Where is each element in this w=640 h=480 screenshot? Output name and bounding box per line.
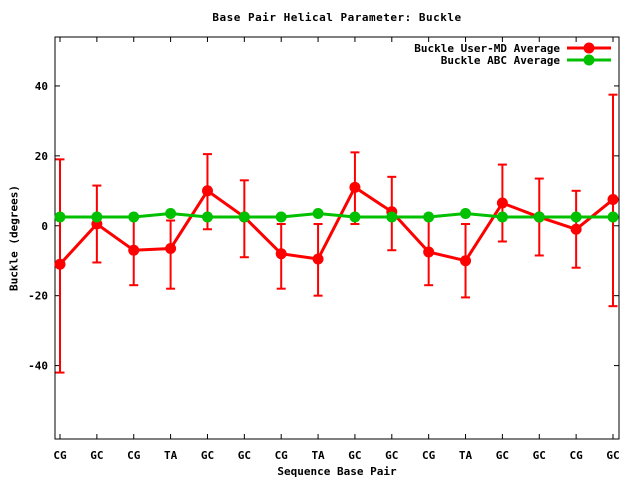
x-tick-label: TA — [164, 449, 178, 462]
data-point-user-md — [312, 253, 324, 265]
x-tick-label: CG — [570, 449, 584, 462]
data-point-user-md — [496, 197, 508, 209]
x-tick-label: CG — [422, 449, 436, 462]
x-tick-label: CG — [53, 449, 67, 462]
data-point-user-md — [570, 223, 582, 235]
series-line-user-md — [58, 185, 614, 266]
data-point-abc — [165, 208, 177, 220]
y-tick-label: -20 — [28, 290, 48, 303]
x-axis-label: Sequence Base Pair — [277, 465, 397, 478]
data-point-user-md — [54, 258, 66, 270]
x-tick-label: TA — [311, 449, 325, 462]
data-point-user-md — [201, 185, 213, 197]
data-point-abc — [91, 211, 103, 223]
x-tick-label: GC — [496, 449, 509, 462]
x-tick-label: GC — [238, 449, 251, 462]
data-point-abc — [533, 211, 545, 223]
legend-point-sample — [583, 54, 595, 66]
x-tick-label: GC — [606, 449, 619, 462]
series-line-abc — [60, 212, 613, 219]
data-point-user-md — [165, 242, 177, 254]
data-point-user-md — [275, 248, 287, 260]
y-tick-label: 40 — [35, 80, 48, 93]
plot-border — [54, 36, 620, 440]
x-tick-label: CG — [275, 449, 289, 462]
x-tick-label: GC — [385, 449, 398, 462]
y-tick-label: 20 — [35, 150, 48, 163]
x-tick-label: GC — [90, 449, 103, 462]
data-point-abc — [496, 211, 508, 223]
x-tick-label: GC — [201, 449, 214, 462]
data-point-abc — [275, 211, 287, 223]
data-point-abc — [570, 211, 582, 223]
data-point-abc — [128, 211, 140, 223]
x-tick-label: TA — [459, 449, 473, 462]
data-point-user-md — [128, 244, 140, 256]
data-point-abc — [423, 211, 435, 223]
legend-point-sample — [583, 42, 595, 54]
data-point-user-md — [349, 181, 361, 193]
data-point-abc — [312, 208, 324, 220]
data-point-user-md — [423, 246, 435, 258]
data-point-abc — [607, 211, 619, 223]
data-point-abc — [238, 211, 250, 223]
data-point-abc — [201, 211, 213, 223]
data-point-abc — [349, 211, 361, 223]
data-point-abc — [386, 211, 398, 223]
x-tick-label: GC — [533, 449, 546, 462]
data-point-abc — [54, 211, 66, 223]
data-point-user-md — [460, 255, 472, 267]
y-tick-label: -40 — [28, 360, 48, 373]
legend-label: Buckle ABC Average — [441, 54, 561, 67]
x-tick-label: GC — [348, 449, 361, 462]
chart-title: Base Pair Helical Parameter: Buckle — [212, 11, 462, 24]
y-tick-label: 0 — [41, 220, 48, 233]
x-tick-label: CG — [127, 449, 141, 462]
legend-label: Buckle User-MD Average — [414, 42, 560, 55]
data-point-user-md — [607, 194, 619, 206]
data-point-abc — [460, 208, 472, 220]
